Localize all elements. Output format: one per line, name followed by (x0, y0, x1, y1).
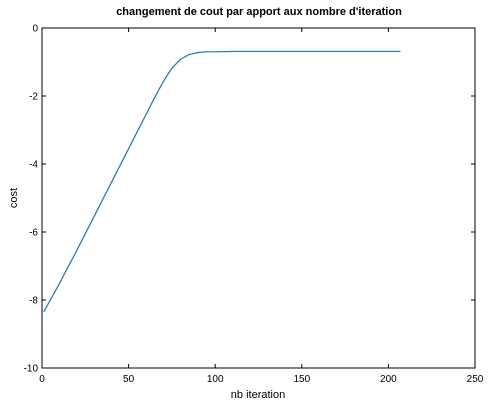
y-tick-label: -4 (29, 160, 38, 171)
x-axis-label: nb iteration (231, 389, 285, 401)
x-tick-label: 200 (380, 374, 397, 385)
x-tick-label: 250 (467, 374, 484, 385)
y-tick-label: 0 (32, 24, 38, 35)
y-tick-label: -6 (29, 228, 38, 239)
x-tick-label: 150 (293, 374, 310, 385)
x-tick-label: 100 (207, 374, 224, 385)
tick-labels: 0 50 100 150 200 250 0 -2 -4 -6 -8 -10 (24, 24, 484, 386)
chart-title: changement de cout par apport aux nombre… (116, 6, 402, 18)
x-tick-label: 0 (39, 374, 45, 385)
plot-area (41, 27, 476, 369)
y-axis-label: cost (8, 188, 20, 208)
cost-series-line (43, 50, 401, 313)
y-tick-label: -8 (29, 296, 38, 307)
x-tick-label: 50 (123, 374, 135, 385)
tick-marks (41, 27, 476, 369)
y-tick-label: -2 (29, 92, 38, 103)
y-tick-label: -10 (24, 364, 39, 375)
